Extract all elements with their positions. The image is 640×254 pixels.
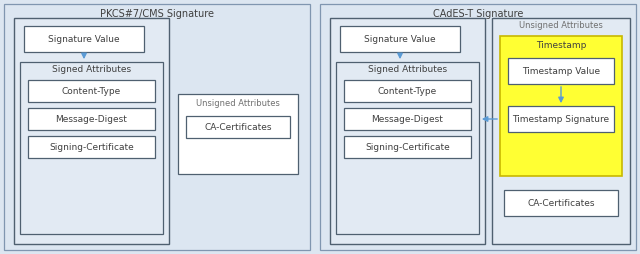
Bar [492,18,630,244]
Bar [4,4,310,250]
Text: Message-Digest: Message-Digest [372,115,444,123]
Bar [330,18,485,244]
Bar [500,36,622,176]
Bar [344,80,471,102]
Text: PKCS#7/CMS Signature: PKCS#7/CMS Signature [100,9,214,19]
Text: CA-Certificates: CA-Certificates [204,122,272,132]
Text: Signing-Certificate: Signing-Certificate [49,142,134,151]
Bar [24,26,144,52]
Bar [14,18,169,244]
Bar [20,62,163,234]
Text: CAdES-T Signature: CAdES-T Signature [433,9,523,19]
Bar [320,4,636,250]
Text: Unsigned Attributes: Unsigned Attributes [519,21,603,29]
Text: Timestamp: Timestamp [536,40,586,50]
Bar [344,136,471,158]
Bar [178,94,298,174]
Text: Signed Attributes: Signed Attributes [52,65,131,73]
Bar [340,26,460,52]
Bar [508,58,614,84]
Bar [508,106,614,132]
Text: Content-Type: Content-Type [378,87,437,96]
Bar [28,108,155,130]
Bar [336,62,479,234]
Text: Message-Digest: Message-Digest [56,115,127,123]
Bar [504,190,618,216]
Bar [28,136,155,158]
Text: Signing-Certificate: Signing-Certificate [365,142,450,151]
Bar [344,108,471,130]
Text: Signature Value: Signature Value [48,35,120,43]
Text: Timestamp Signature: Timestamp Signature [513,115,609,123]
Text: Unsigned Attributes: Unsigned Attributes [196,99,280,107]
Text: Signature Value: Signature Value [364,35,436,43]
Text: Timestamp Value: Timestamp Value [522,67,600,75]
Text: Content-Type: Content-Type [62,87,121,96]
Bar [28,80,155,102]
Text: CA-Certificates: CA-Certificates [527,198,595,208]
Bar [186,116,290,138]
Text: Signed Attributes: Signed Attributes [368,65,447,73]
